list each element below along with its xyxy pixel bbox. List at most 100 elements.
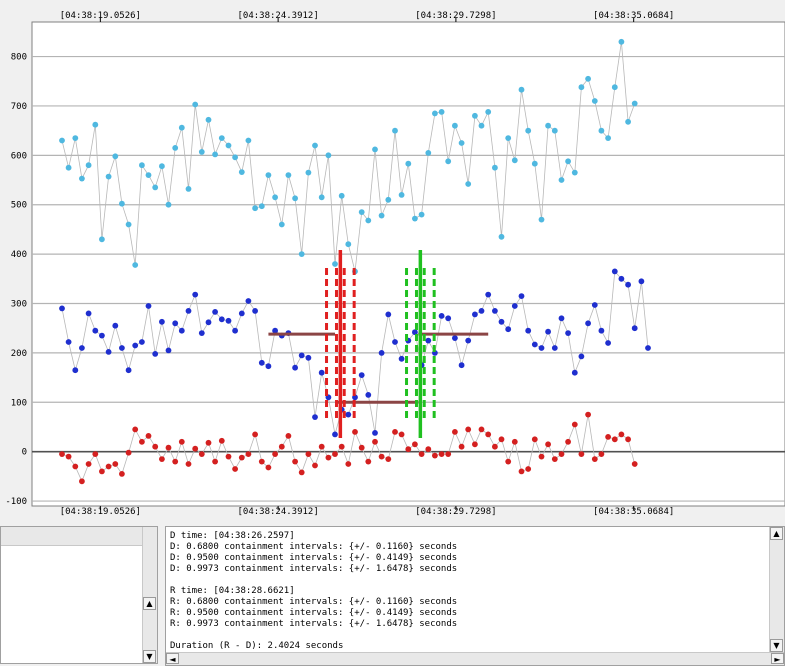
data-point — [591, 456, 598, 462]
text-horizontal-scrollbar[interactable]: ◄ ► — [166, 652, 784, 665]
time-label-top: [04:38:24.3912] — [237, 11, 318, 21]
scroll-up-arrow-icon[interactable]: ▲ — [770, 527, 783, 540]
data-point — [145, 303, 152, 309]
data-point — [531, 436, 538, 443]
data-point — [452, 122, 458, 129]
left-pane-scrollbar[interactable]: ▲ ▼ — [142, 527, 157, 663]
data-point — [445, 158, 452, 165]
data-point — [385, 456, 392, 462]
scroll-right-arrow-icon[interactable]: ► — [771, 653, 784, 664]
chart-area[interactable]: 800 700 600 500 400 300 200 100 0 -100 [04:38:19.0… — [0, 0, 785, 518]
data-point — [538, 453, 545, 460]
data-point — [598, 451, 605, 457]
text-vertical-scrollbar[interactable]: ▲ ▼ — [769, 527, 784, 653]
data-point — [92, 121, 99, 128]
data-point — [298, 251, 305, 257]
data-point — [405, 160, 412, 167]
data-point — [72, 367, 79, 374]
data-point — [178, 438, 185, 445]
left-pane-header — [1, 527, 143, 546]
data-point — [105, 173, 112, 180]
y-tick-label: 400 — [11, 250, 27, 260]
y-tick-label: 600 — [11, 151, 27, 161]
interval-text-line: D: 0.9973 containment intervals: {+/- 1.… — [170, 564, 458, 574]
data-point — [178, 327, 185, 334]
scroll-down-arrow-icon[interactable]: ▼ — [770, 639, 783, 652]
plot-content — [59, 38, 651, 485]
data-point — [438, 109, 445, 115]
data-point — [345, 241, 352, 248]
data-point — [472, 441, 478, 448]
data-point — [198, 330, 205, 336]
data-point — [365, 217, 372, 224]
data-point — [112, 461, 119, 467]
data-point — [318, 369, 325, 376]
interval-text-line: D: 0.6800 containment intervals: {+/- 0.… — [170, 542, 458, 552]
data-point — [412, 215, 418, 222]
interval-text-panel[interactable]: D time: [04:38:26.2597] D: 0.6800 contain… — [165, 526, 785, 666]
data-point — [292, 195, 298, 202]
data-point — [185, 186, 192, 192]
data-point — [465, 337, 472, 344]
data-point — [278, 221, 285, 228]
time-label-top: [04:38:29.7298] — [415, 11, 496, 21]
data-point — [531, 341, 538, 348]
data-point — [312, 142, 318, 149]
data-point — [511, 438, 518, 445]
data-point — [218, 135, 225, 142]
data-point — [125, 221, 132, 228]
data-point — [365, 392, 372, 398]
data-point — [558, 315, 565, 322]
interval-text-line: R: 0.9500 containment intervals: {+/- 0.… — [170, 608, 458, 618]
data-point — [172, 145, 179, 151]
y-tick-label: 800 — [11, 53, 27, 63]
data-point — [571, 421, 578, 428]
y-tick-label: 300 — [11, 300, 27, 310]
data-point — [398, 355, 405, 362]
data-point — [498, 318, 505, 325]
data-point — [312, 414, 318, 420]
time-label-top: [04:38:35.0684] — [593, 11, 674, 21]
data-point — [412, 329, 418, 336]
scroll-down-arrow-icon[interactable]: ▼ — [143, 650, 156, 663]
data-point — [272, 194, 278, 201]
data-point — [85, 310, 92, 317]
scroll-left-arrow-icon[interactable]: ◄ — [166, 653, 179, 664]
data-point — [165, 444, 172, 451]
data-point — [192, 291, 199, 298]
y-tick-label: 100 — [11, 398, 27, 408]
data-point — [392, 339, 398, 345]
data-point — [631, 100, 638, 107]
plot-area[interactable] — [31, 21, 785, 507]
scroll-up-arrow-icon[interactable]: ▲ — [143, 597, 156, 610]
data-point — [165, 347, 172, 354]
data-point — [478, 426, 485, 433]
data-point — [225, 453, 232, 460]
data-point — [79, 478, 85, 485]
data-point — [218, 437, 225, 444]
data-point — [465, 181, 472, 187]
data-point — [472, 311, 478, 318]
data-point — [79, 345, 85, 351]
data-point — [305, 354, 312, 361]
data-point — [618, 431, 625, 438]
data-point — [145, 172, 152, 179]
data-point — [72, 463, 79, 470]
data-point — [518, 293, 525, 299]
data-point — [92, 327, 99, 334]
data-point — [192, 445, 199, 452]
data-point — [119, 345, 125, 351]
data-point — [292, 458, 298, 465]
left-list-pane[interactable]: ▲ ▼ — [0, 526, 158, 664]
data-point — [232, 154, 239, 161]
data-point — [325, 454, 332, 461]
interval-text-line: D: 0.9500 containment intervals: {+/- 0.… — [170, 553, 458, 563]
data-point — [159, 163, 165, 170]
data-point — [551, 456, 558, 462]
data-point — [352, 429, 358, 435]
time-series-chart[interactable]: 800 700 600 500 400 300 200 100 0 -100 [04:38:19.0… — [0, 0, 785, 518]
interval-text-line: R: 0.9973 containment intervals: {+/- 1.… — [170, 619, 458, 629]
data-point — [372, 430, 378, 436]
data-point — [571, 369, 578, 376]
interval-text: D time: [04:38:26.2597] D: 0.6800 contain… — [170, 531, 457, 652]
